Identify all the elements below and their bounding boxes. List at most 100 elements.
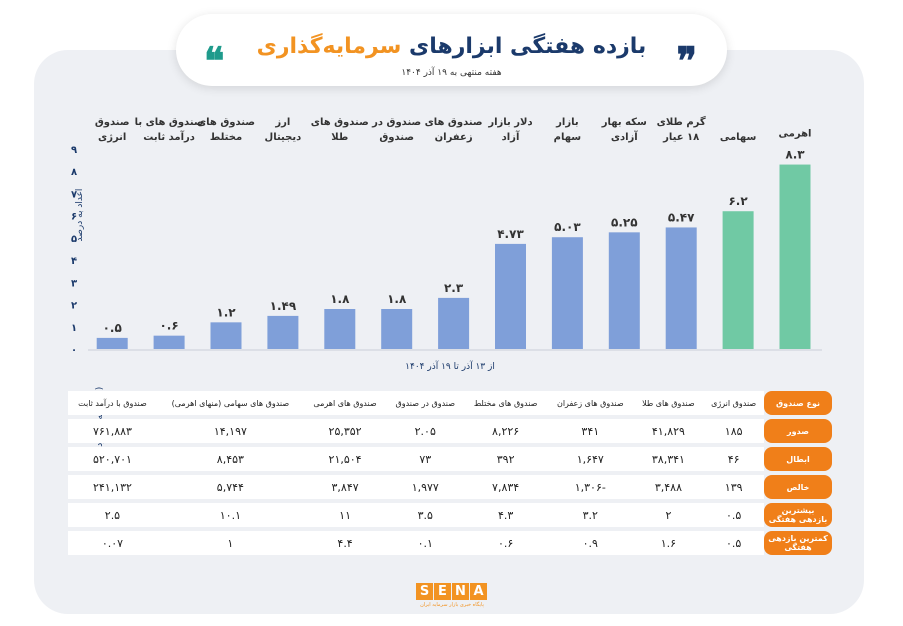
- data-label: ۱.۲: [216, 305, 236, 319]
- bar: [153, 335, 185, 349]
- logo-tagline: پایگاه خبری بازار سرمایه ایران: [420, 602, 484, 608]
- table-cell: ۷۶۱,۸۸۳: [68, 419, 157, 443]
- table-cell: ۰.۹: [547, 531, 634, 555]
- fund-flows-table: نوع صندوق صندوق انرژی صندوق های طلا صندوق ه…: [68, 387, 832, 559]
- y-tick-label: ۹: [71, 145, 77, 156]
- category-label: سهامی: [720, 132, 757, 143]
- column-header-cell: صندوق با درآمد ثابت: [68, 391, 157, 415]
- bar: [779, 164, 811, 349]
- table-cell: ۵,۷۴۴: [156, 475, 304, 499]
- data-label: ۶.۲: [728, 194, 748, 208]
- data-label: ۵.۲۵: [611, 215, 638, 229]
- table-cell: ۴.۳: [464, 503, 548, 527]
- title-highlight: سرمایه‌گذاری: [256, 34, 402, 59]
- y-tick-label: ۰: [71, 345, 77, 356]
- category-label: گرم طلای ۱۸ عیار: [657, 115, 706, 143]
- bar: [267, 315, 299, 349]
- page-title: بازده هفتگی ابزارهای سرمایه‌گذاری: [176, 34, 727, 59]
- table-cell: ۷,۸۳۴: [464, 475, 548, 499]
- data-label: ۰.۵: [103, 321, 122, 335]
- table-header-row: نوع صندوق صندوق انرژی صندوق های طلا صندوق ه…: [68, 391, 832, 415]
- table-cell: ۸,۲۲۶: [464, 419, 548, 443]
- row-header-cell: بیشترین بازدهی هفتگی: [764, 503, 832, 527]
- table-cell: ۱,۹۷۷: [386, 475, 465, 499]
- category-label: صندوق های زعفران: [425, 117, 483, 143]
- bar: [324, 309, 356, 349]
- table-row: بیشترین بازدهی هفتگی ۰.۵ ۲ ۳.۲ ۴.۳ ۳.۵ ۱۱ ۱۰.۱ ۲…: [68, 503, 832, 527]
- y-tick-label: ۴: [71, 256, 77, 267]
- data-label: ۲.۳: [444, 281, 464, 295]
- table-cell: ۲۴۱,۱۳۲: [68, 475, 157, 499]
- logo-letter: N: [452, 583, 469, 600]
- y-tick-label: ۸: [71, 167, 77, 178]
- bar: [551, 237, 583, 349]
- bar: [210, 322, 242, 349]
- column-header-cell: صندوق در صندوق: [386, 391, 465, 415]
- category-label: صندوق های طلا: [311, 117, 369, 143]
- table-cell: ۳.۵: [386, 503, 465, 527]
- column-header-cell: صندوق های اهرمی: [303, 391, 387, 415]
- table-cell: ۲۵,۳۵۲: [303, 419, 387, 443]
- row-header-cell: نوع صندوق: [764, 391, 832, 415]
- x-axis-label: از ۱۳ آذر تا ۱۹ آذر ۱۴۰۴: [405, 362, 495, 372]
- table-cell: ۲۱,۵۰۴: [303, 447, 387, 471]
- bar: [722, 211, 754, 349]
- table-cell: ۰.۵: [703, 531, 764, 555]
- table-cell: ۲.۰۵: [386, 419, 465, 443]
- table-cell: -۱,۳۰۶: [547, 475, 634, 499]
- table-cell: ۰.۶: [464, 531, 548, 555]
- category-label: دلار بازار آزاد: [487, 117, 532, 143]
- row-header-cell: ابطال: [764, 447, 832, 471]
- category-label: صندوق در صندوق: [371, 117, 421, 143]
- table-cell: ۰.۱: [386, 531, 465, 555]
- data-label: ۱.۴۹: [270, 299, 297, 313]
- column-header-cell: صندوق های طلا: [633, 391, 704, 415]
- y-tick-label: ۳: [71, 278, 77, 289]
- category-label: اهرمی: [779, 129, 812, 140]
- quote-mark-icon: ❞: [676, 38, 697, 83]
- bar: [608, 232, 640, 349]
- bar: [438, 297, 470, 349]
- y-axis-label: اعداد به درصد: [75, 188, 85, 242]
- quote-mark-icon: ❝: [204, 38, 225, 83]
- table-cell: ۱۴,۱۹۷: [156, 419, 304, 443]
- table-cell: ۲: [633, 503, 704, 527]
- bar-chart: ۰ ۱ ۲ ۳ ۴ ۵ ۶ ۷ ۸ ۹ ۸.۳ اهرمی ۶.۲ سهامی ۵.۴۷ گرم طلای ۱۸…: [71, 115, 822, 356]
- bar: [665, 227, 697, 349]
- bar: [96, 337, 128, 349]
- bar: [381, 309, 413, 349]
- table-cell: ۸,۴۵۳: [156, 447, 304, 471]
- logo-letter: A: [470, 583, 487, 600]
- table-cell: ۰.۰۷: [68, 531, 157, 555]
- table-cell: ۷۳: [386, 447, 465, 471]
- category-label: بازار سهام: [554, 117, 582, 143]
- table-row: خالص ۱۳۹ ۳,۴۸۸ -۱,۳۰۶ ۷,۸۳۴ ۱,۹۷۷ ۳,۸۴۷ ۵,۷۴۴ ۲۴…: [68, 475, 832, 499]
- table-cell: ۱,۶۴۷: [547, 447, 634, 471]
- table-cell: ۱: [156, 531, 304, 555]
- column-header-cell: صندوق های سهامی (منهای اهرمی): [156, 391, 304, 415]
- table-cell: ۰.۵: [703, 503, 764, 527]
- table-cell: ۲.۵: [68, 503, 157, 527]
- category-label: صندوق انرژی: [95, 117, 130, 143]
- table-cell: ۱۱: [303, 503, 387, 527]
- y-tick-label: ۲: [71, 301, 77, 312]
- data-label: ۰.۶: [159, 319, 178, 333]
- y-tick-label: ۱: [71, 323, 77, 334]
- data-label: ۴.۷۳: [497, 227, 524, 241]
- title-banner: ❝ بازده هفتگی ابزارهای سرمایه‌گذاری هفته…: [176, 14, 727, 86]
- y-tick-label: ۶: [71, 212, 77, 223]
- table-cell: ۱.۶: [633, 531, 704, 555]
- y-tick-label: ۵: [71, 234, 77, 245]
- column-header-cell: صندوق های مختلط: [464, 391, 548, 415]
- table-cell: ۳۹۲: [464, 447, 548, 471]
- y-tick-label: ۷: [71, 189, 77, 200]
- category-label: سکه بهار آزادی: [601, 117, 647, 143]
- logo-letter: E: [434, 583, 451, 600]
- data-label: ۸.۳: [785, 148, 805, 162]
- data-label: ۵.۴۷: [668, 210, 695, 224]
- table-cell: ۴۱,۸۲۹: [633, 419, 704, 443]
- table-cell: ۳,۸۴۷: [303, 475, 387, 499]
- logo-letter: S: [416, 583, 433, 600]
- table-cell: ۱۰.۱: [156, 503, 304, 527]
